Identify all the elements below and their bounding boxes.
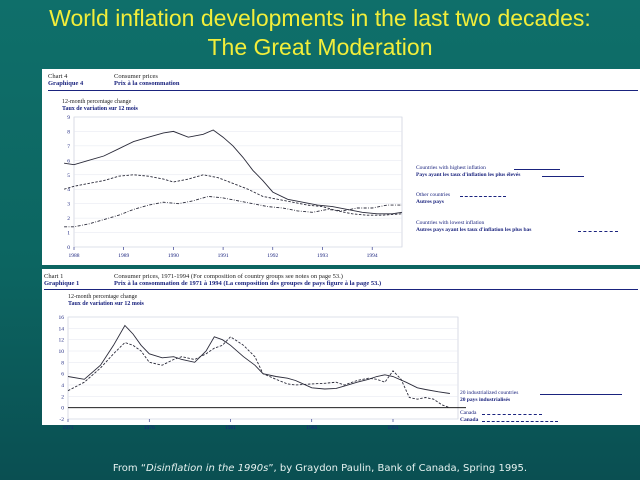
chart1-label-fr: Graphique 1 [44,280,80,287]
footer-suffix: ”, by Graydon Paulin, Bank of Canada, Sp… [268,463,528,474]
chart4-ylabel-fr: Taux de variation sur 12 mois [62,106,138,112]
slide-title: World inflation developments in the last… [0,4,640,62]
chart4-legend-high-fr-swatch [542,176,584,177]
chart4-panel: Chart 4 Graphique 4 Consumer prices Prix… [42,69,640,265]
chart4-ytick-label: 8 [67,129,70,135]
chart1-ytick-label: 2 [61,394,64,400]
chart4-legend-low-swatch [578,231,618,232]
chart4-legend-other-fr: Autres pays [416,199,444,205]
chart4-xtick-label: 1991 [218,253,229,259]
chart1-ytick-label: 6 [61,372,64,378]
chart4-ytick-label: 7 [67,144,70,150]
footer-source-title: Disinflation in the 1990s [146,463,269,474]
chart4-ytick-label: 3 [67,202,70,208]
chart4-frame [73,116,403,248]
chart1-header-rule [44,289,638,290]
chart1-ytick-label: 8 [61,360,64,366]
chart4-label-fr: Graphique 4 [48,80,84,87]
chart1-series-line-1 [67,324,450,394]
chart4-xtick-label: 1994 [367,253,378,259]
chart1-ytick-label: 16 [59,315,65,321]
chart4-series-line-3 [64,195,402,228]
footer-prefix: From “ [112,463,147,474]
chart1-legend-can-swatch [482,414,542,415]
slide-title-line1: World inflation developments in the last… [49,5,591,31]
chart4-legend-low-en: Countries with lowest inflation [416,220,485,226]
chart4-series-line-1 [64,129,403,215]
source-footer: From “Disinflation in the 1990s”, by Gra… [0,463,640,474]
chart4-ytick-label: 1 [67,231,70,237]
chart1-ytick-label: 14 [59,326,65,332]
chart1-legend-ind-fr: 20 pays industrialisés [460,397,511,403]
chart1-ytick-label: 10 [59,349,65,355]
chart4-xtick-label: 1993 [317,253,328,259]
chart4-xtick-label: 1990 [168,253,179,259]
chart1-ytick-label: 4 [61,383,64,389]
chart1-legend-ind-swatch [540,394,622,395]
chart4-title-fr: Prix à la consommation [114,80,180,87]
chart1-xtick-label: 1981 [225,425,236,429]
chart4-legend-other-swatch [460,196,506,197]
chart1-plot: -2 0 2 4 6 8 10 12 14 16 1971 1976 1981 1986 1991 [59,315,466,429]
chart4-xtick-label: 1989 [118,253,129,259]
chart4-ytick-label: 9 [67,115,70,121]
chart1-xtick-label: 1971 [63,425,74,429]
chart4-header-rule [48,90,638,91]
chart1-ytick-label: 12 [59,338,65,344]
chart1-panel: Chart 1 Graphique 1 Consumer prices, 197… [42,269,640,429]
chart1-xtick-label: 1976 [144,425,155,429]
chart4-label-en: Chart 4 [48,73,68,80]
chart4-legend-high-swatch [514,169,560,170]
chart1-frame [67,316,459,420]
chart4-plot: 0 1 2 3 4 5 6 7 8 9 1988 1989 1990 1991 1992 1993 1994 [63,115,403,259]
chart4-legend-other-en: Other countries [416,192,451,198]
chart4-xtick-label: 1992 [267,253,278,259]
chart4-ytick-label: 5 [67,173,70,179]
chart4-title: Consumer prices [114,73,158,80]
chart1-legend-can-en: Canada [460,410,477,416]
chart1-title-fr: Prix à la consommation de 1971 à 1994 (L… [114,280,382,287]
chart1-xtick-label: 1986 [306,425,317,429]
chart1-legend-ind-en: 20 industrialized countries [460,390,519,396]
chart4-xtick-label: 1988 [69,253,80,259]
chart4-ytick-label: 6 [67,158,70,164]
chart4-series-line-2 [63,174,403,216]
chart1-label-en: Chart 1 [44,273,64,280]
chart1-ytick-label: -2 [59,417,64,423]
chart4-legend-high-fr: Pays ayant les taux d'inflation les plus… [416,172,521,178]
chart4-ytick-label: 4 [67,187,70,193]
chart4-ytick-label: 0 [67,245,70,251]
chart1-series-line-2 [67,336,451,409]
chart1-legend-can-fr-swatch [482,421,558,422]
chart1-ylabel: 12-month percentage change [68,294,138,300]
chart1-ytick-label: 0 [61,406,64,412]
chart4-legend-high-en: Countries with highest inflation [416,165,486,171]
chart4-legend-low-fr: Autres pays ayant les taux d'inflation l… [416,227,532,233]
chart1-legend-can-fr: Canada [460,417,479,423]
slide-title-line2: The Great Moderation [207,34,433,60]
chart4-ytick-label: 2 [67,216,70,222]
chart1-xtick-label: 1991 [388,425,399,429]
chart4-ylabel: 12-month percentage change [62,99,132,105]
chart1-ylabel-fr: Taux de variation sur 12 mois [68,301,144,307]
chart1-title: Consumer prices, 1971-1994 (For composit… [114,273,343,280]
